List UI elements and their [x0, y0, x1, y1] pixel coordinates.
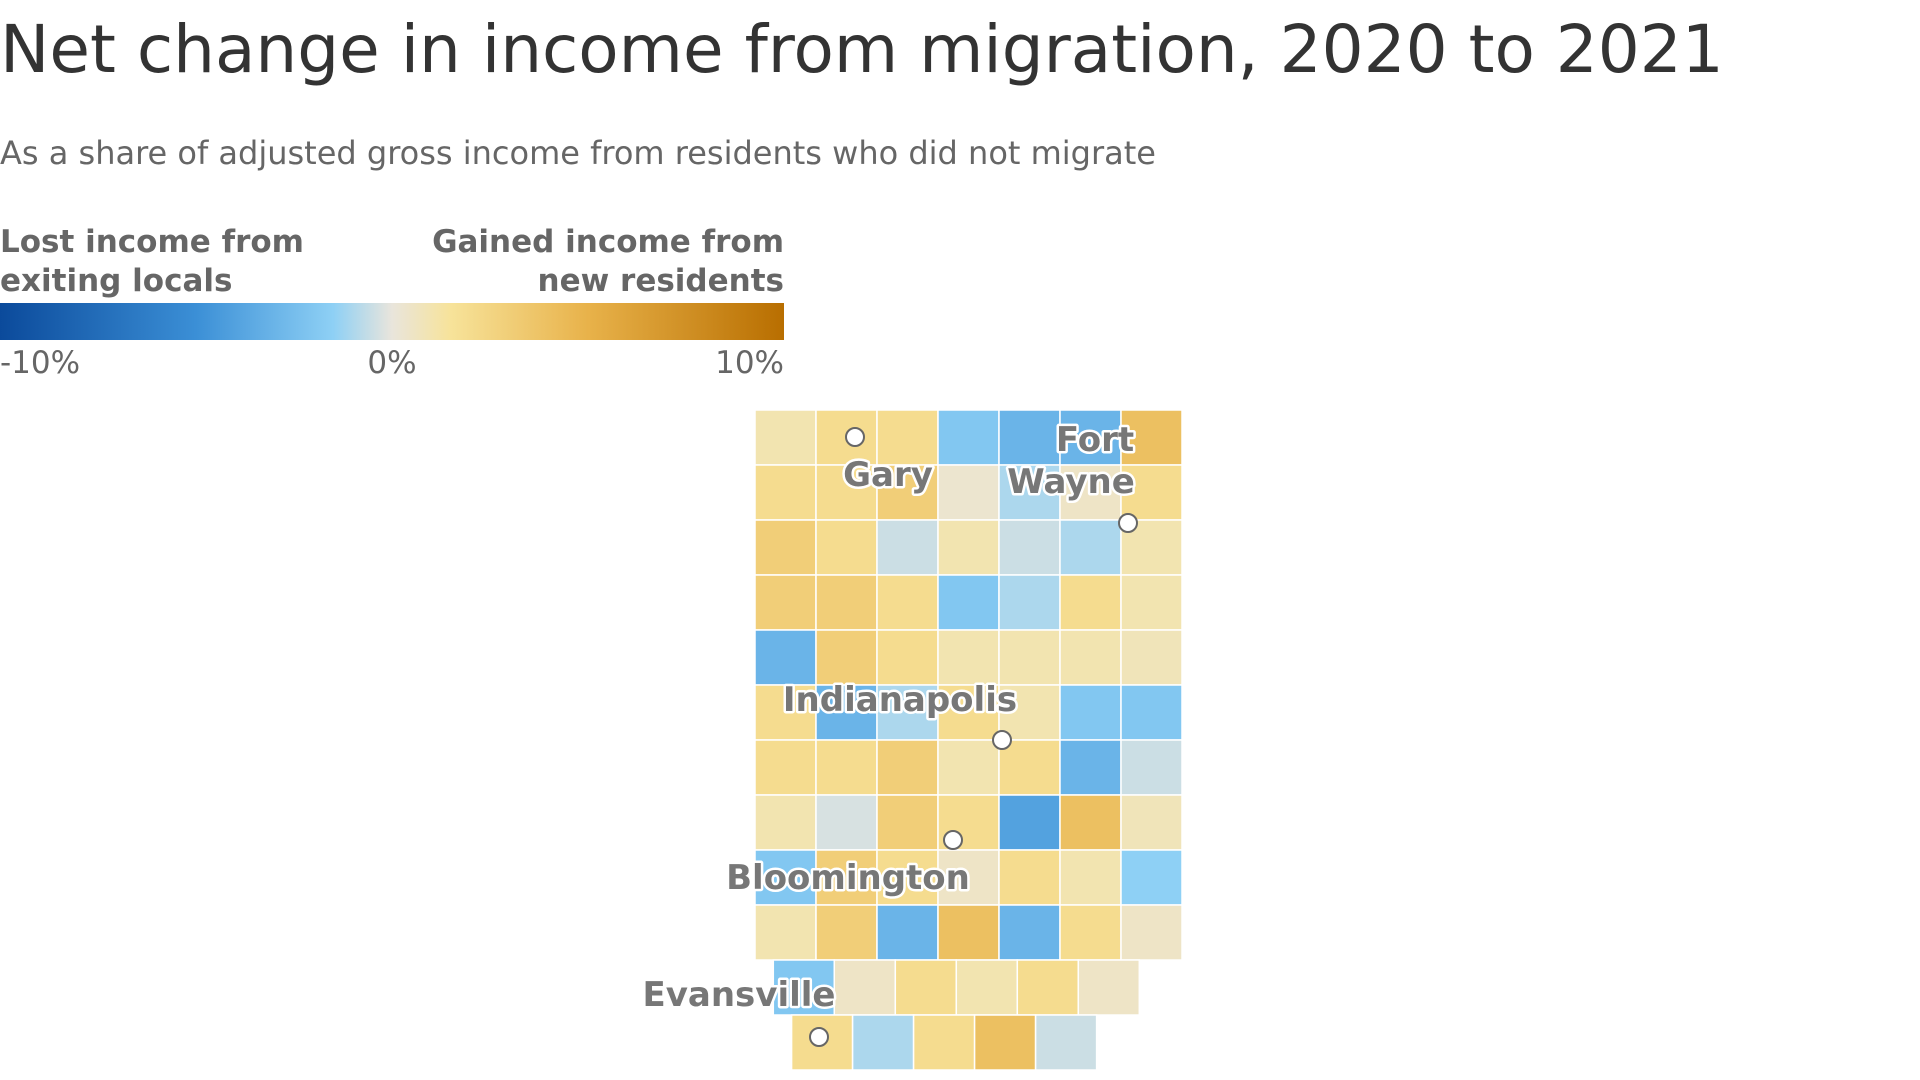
- county: [754, 739, 817, 796]
- county: [998, 629, 1061, 686]
- city-marker: [943, 830, 963, 850]
- county: [937, 464, 1000, 521]
- county: [955, 959, 1019, 1016]
- county: [754, 629, 817, 686]
- county: [1120, 684, 1183, 741]
- county: [894, 959, 958, 1016]
- county: [815, 794, 878, 851]
- county: [876, 794, 939, 851]
- county: [937, 739, 1000, 796]
- county: [815, 739, 878, 796]
- color-bar: [0, 303, 784, 340]
- county: [998, 849, 1061, 906]
- county: [815, 574, 878, 631]
- legend-label: new residents: [538, 263, 784, 299]
- county: [1059, 739, 1122, 796]
- county: [754, 409, 817, 466]
- county: [815, 684, 878, 741]
- county: [937, 574, 1000, 631]
- county: [1120, 409, 1183, 466]
- county: [1077, 959, 1141, 1016]
- scale-tick-label: -10%: [0, 345, 80, 381]
- county: [876, 739, 939, 796]
- county: [876, 849, 939, 906]
- county: [754, 519, 817, 576]
- county: [937, 629, 1000, 686]
- county: [833, 959, 897, 1016]
- county: [1016, 959, 1080, 1016]
- county: [815, 519, 878, 576]
- legend-label: exiting locals: [0, 263, 232, 299]
- county: [998, 904, 1061, 961]
- county: [937, 849, 1000, 906]
- county: [754, 464, 817, 521]
- county: [772, 959, 836, 1016]
- county: [790, 1014, 854, 1071]
- city-marker: [809, 1027, 829, 1047]
- county: [876, 409, 939, 466]
- city-label: Fort: [1056, 420, 1134, 460]
- county: [998, 574, 1061, 631]
- county: [1120, 629, 1183, 686]
- legend-label: Gained income from: [432, 224, 784, 260]
- county: [937, 409, 1000, 466]
- title: Net change in income from migration, 202…: [0, 11, 1724, 88]
- county: [1059, 794, 1122, 851]
- county: [1059, 849, 1122, 906]
- county: [815, 629, 878, 686]
- county: [1120, 904, 1183, 961]
- scale-tick-label: 0%: [367, 345, 416, 381]
- county: [1120, 794, 1183, 851]
- county: [998, 409, 1061, 466]
- county: [754, 904, 817, 961]
- county: [937, 684, 1000, 741]
- county: [1059, 629, 1122, 686]
- county: [1034, 1014, 1098, 1071]
- county: [912, 1014, 976, 1071]
- county: [754, 794, 817, 851]
- county: [754, 574, 817, 631]
- county: [815, 904, 878, 961]
- county: [851, 1014, 915, 1071]
- scale-tick-label: 10%: [715, 345, 784, 381]
- city-label: Wayne: [1007, 462, 1135, 502]
- county: [1059, 684, 1122, 741]
- county: [937, 904, 1000, 961]
- county: [1059, 904, 1122, 961]
- county: [973, 1014, 1037, 1071]
- county: [998, 794, 1061, 851]
- city-label: Indianapolis: [783, 680, 1017, 720]
- county: [876, 519, 939, 576]
- county: [937, 519, 1000, 576]
- county: [754, 849, 817, 906]
- county: [1059, 574, 1122, 631]
- county: [815, 849, 878, 906]
- county: [1120, 574, 1183, 631]
- county: [1120, 849, 1183, 906]
- county: [876, 904, 939, 961]
- county: [998, 519, 1061, 576]
- county: [1120, 739, 1183, 796]
- subtitle: As a share of adjusted gross income from…: [0, 134, 1156, 172]
- legend-label: Lost income from: [0, 224, 304, 260]
- county: [1059, 519, 1122, 576]
- city-marker: [992, 730, 1012, 750]
- county: [998, 739, 1061, 796]
- city-marker: [1118, 513, 1138, 533]
- city-label: Gary: [843, 455, 933, 495]
- city-label: Bloomington: [726, 858, 970, 898]
- county: [1059, 464, 1122, 521]
- county: [876, 629, 939, 686]
- city-label: Evansville: [643, 975, 836, 1015]
- county: [876, 464, 939, 521]
- city-marker: [845, 427, 865, 447]
- county: [876, 574, 939, 631]
